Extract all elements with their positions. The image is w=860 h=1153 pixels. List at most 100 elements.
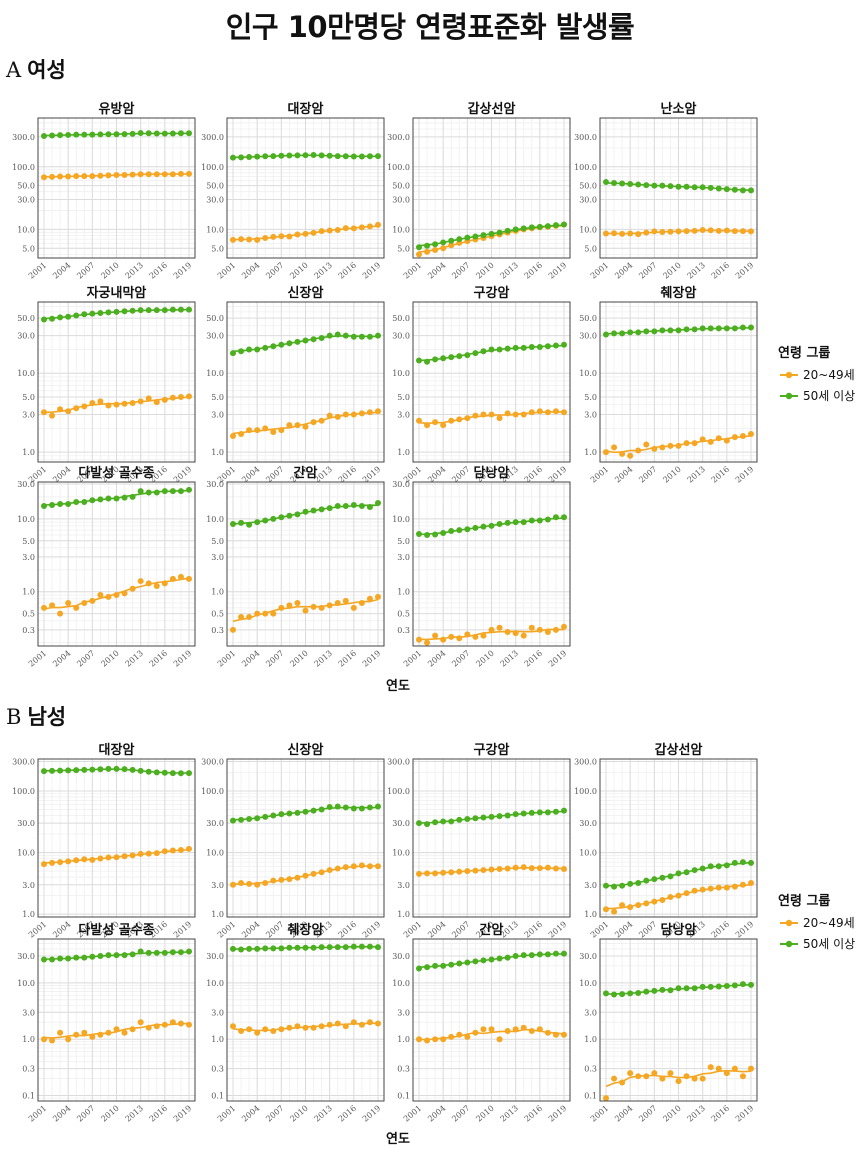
data-point-young — [651, 228, 658, 235]
data-point-young — [739, 881, 746, 888]
y-tick-label: 5.0 — [211, 244, 224, 253]
data-point-old — [659, 986, 666, 993]
x-tick-label: 2013 — [124, 261, 145, 281]
data-point-old — [41, 768, 47, 775]
data-point-young — [544, 629, 551, 636]
data-point-young — [334, 226, 341, 233]
data-point-old — [683, 985, 690, 992]
data-point-young — [186, 393, 192, 400]
data-point-old — [113, 131, 120, 138]
data-point-old — [270, 945, 277, 952]
y-tick-label: 50.0 — [392, 182, 410, 191]
plot-frame — [37, 117, 196, 259]
data-point-old — [49, 132, 56, 139]
data-point-old — [129, 493, 136, 500]
x-tick-label: 2016 — [523, 649, 544, 669]
data-point-old — [350, 153, 357, 160]
data-point-young — [432, 870, 439, 877]
data-point-old — [683, 869, 690, 876]
data-point-young — [456, 1031, 463, 1038]
data-point-old — [270, 153, 277, 160]
data-point-young — [350, 1019, 357, 1026]
x-tick-label: 2004 — [240, 920, 261, 940]
data-point-young — [302, 607, 309, 614]
x-tick-label: 2019 — [361, 920, 382, 940]
data-point-old — [246, 945, 253, 952]
data-point-young — [464, 415, 471, 422]
data-point-old — [129, 130, 136, 137]
data-point-old — [512, 952, 519, 959]
data-point-old — [675, 327, 682, 334]
data-point-old — [707, 184, 714, 191]
y-tick-label: 1.0 — [22, 448, 35, 457]
data-point-old — [286, 340, 293, 347]
data-point-young — [113, 171, 120, 178]
data-point-young — [161, 396, 168, 403]
data-point-young — [254, 881, 261, 888]
data-point-young — [57, 610, 64, 617]
y-tick-label: 3.0 — [22, 411, 35, 420]
data-point-old — [73, 954, 80, 961]
y-tick-label: 10.0 — [17, 225, 35, 234]
panel-title: 대장암 — [99, 742, 135, 758]
data-point-old — [169, 488, 176, 495]
y-tick-label: 30.0 — [579, 196, 597, 205]
data-point-old — [432, 531, 439, 538]
data-point-young — [456, 868, 463, 875]
plot-frame — [226, 758, 385, 918]
data-point-old — [496, 520, 503, 527]
data-point-young — [456, 416, 463, 423]
panel-title: 유방암 — [99, 101, 135, 117]
legend-title: 연령 그룹 — [778, 345, 830, 361]
x-tick-label: 2010 — [474, 261, 495, 281]
data-point-young — [246, 427, 253, 434]
y-tick-label: 3.0 — [211, 553, 224, 562]
data-point-young — [41, 409, 47, 416]
data-point-old — [65, 500, 72, 507]
data-point-old — [49, 501, 56, 508]
data-point-old — [334, 153, 341, 160]
data-point-old — [302, 337, 309, 344]
y-tick-label: 30.0 — [17, 196, 35, 205]
x-tick-label: 2019 — [547, 1104, 568, 1124]
data-point-old — [440, 355, 447, 362]
data-point-young — [310, 603, 317, 610]
data-point-old — [73, 131, 80, 138]
data-point-old — [177, 130, 184, 137]
data-point-old — [334, 502, 341, 509]
x-tick-label: 2013 — [686, 261, 707, 281]
y-tick-label: 30.0 — [17, 819, 35, 828]
data-point-young — [707, 885, 714, 892]
x-tick-label: 2004 — [51, 649, 72, 669]
y-tick-label: 100.0 — [12, 787, 35, 796]
data-point-old — [448, 354, 455, 361]
data-point-old — [496, 346, 503, 353]
data-point-old — [41, 132, 47, 139]
data-point-young — [97, 172, 104, 179]
y-tick-label: 10.0 — [17, 979, 35, 988]
data-point-young — [350, 411, 357, 418]
data-point-young — [440, 869, 447, 876]
y-tick-label: 1.0 — [211, 448, 224, 457]
panel-title: 갑상선암 — [655, 742, 703, 758]
x-tick-label: 2010 — [661, 1104, 682, 1124]
data-point-old — [310, 507, 317, 514]
y-tick-label: 0.3 — [211, 626, 224, 635]
data-point-old — [246, 154, 253, 161]
data-point-old — [294, 809, 301, 816]
x-tick-label: 2004 — [240, 649, 261, 669]
data-point-old — [748, 187, 754, 194]
data-point-young — [161, 848, 168, 855]
y-tick-label: 3.0 — [584, 1008, 597, 1017]
data-point-young — [472, 633, 479, 640]
data-point-old — [113, 765, 120, 772]
data-point-old — [561, 950, 567, 957]
data-point-old — [326, 944, 333, 951]
data-point-old — [49, 767, 56, 774]
data-point-old — [707, 325, 714, 332]
data-point-old — [310, 944, 317, 951]
data-point-old — [619, 330, 626, 337]
y-tick-label: 1.0 — [211, 588, 224, 597]
